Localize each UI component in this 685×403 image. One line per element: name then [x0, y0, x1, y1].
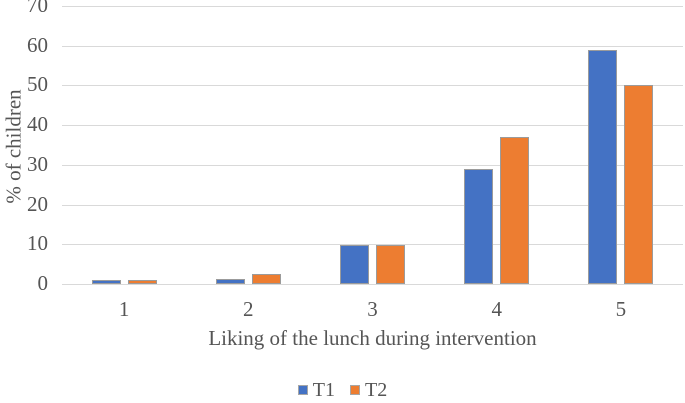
gridline-20: [62, 204, 683, 206]
y-tick-label-70: 70: [27, 0, 48, 18]
bar-T1-category-2: [215, 279, 245, 284]
x-tick-label-2: 2: [243, 297, 254, 321]
bar-T1-category-5: [588, 49, 618, 284]
legend-item-T1: T1: [297, 379, 335, 401]
legend-item-T2: T2: [350, 380, 387, 400]
y-tick-label-40: 40: [27, 112, 48, 137]
x-tick-label-3: 3: [367, 297, 378, 321]
y-tick-label-50: 50: [27, 72, 48, 97]
y-axis-title: % of children: [1, 89, 26, 204]
legend-label-T1: T1: [312, 379, 335, 401]
gridline-30: [62, 164, 683, 166]
legend-label-T2: T2: [365, 379, 388, 401]
y-tick-label-20: 20: [27, 191, 48, 216]
gridline-10: [62, 244, 683, 246]
y-tick-label-60: 60: [27, 32, 48, 57]
gridline-0: [62, 284, 683, 285]
bar-T1-category-4: [464, 168, 494, 284]
bar-T2-category-5: [624, 85, 654, 284]
legend-swatch-T2: [350, 385, 360, 395]
x-tick-label-5: 5: [615, 297, 627, 321]
legend-swatch-T1: [297, 385, 308, 395]
legend: T1 T2: [0, 380, 685, 400]
plot-area: [62, 6, 683, 285]
y-tick-label-10: 10: [27, 231, 48, 256]
bar-T2-category-4: [500, 137, 530, 284]
gridline-60: [62, 45, 683, 47]
bar-T2-category-1: [127, 280, 157, 284]
bar-T2-category-2: [251, 274, 281, 284]
bar-T1-category-1: [91, 280, 121, 284]
x-axis-title: Liking of the lunch during intervention: [208, 326, 537, 350]
bar-T1-category-3: [340, 245, 369, 284]
gridline-40: [62, 125, 683, 127]
bar-T2-category-3: [376, 245, 405, 284]
y-tick-label-30: 30: [27, 151, 48, 176]
x-tick-label-1: 1: [118, 297, 130, 321]
gridline-50: [62, 85, 683, 87]
gridline-70: [62, 6, 683, 7]
x-tick-label-4: 4: [491, 297, 502, 321]
y-tick-label-0: 0: [37, 271, 49, 296]
